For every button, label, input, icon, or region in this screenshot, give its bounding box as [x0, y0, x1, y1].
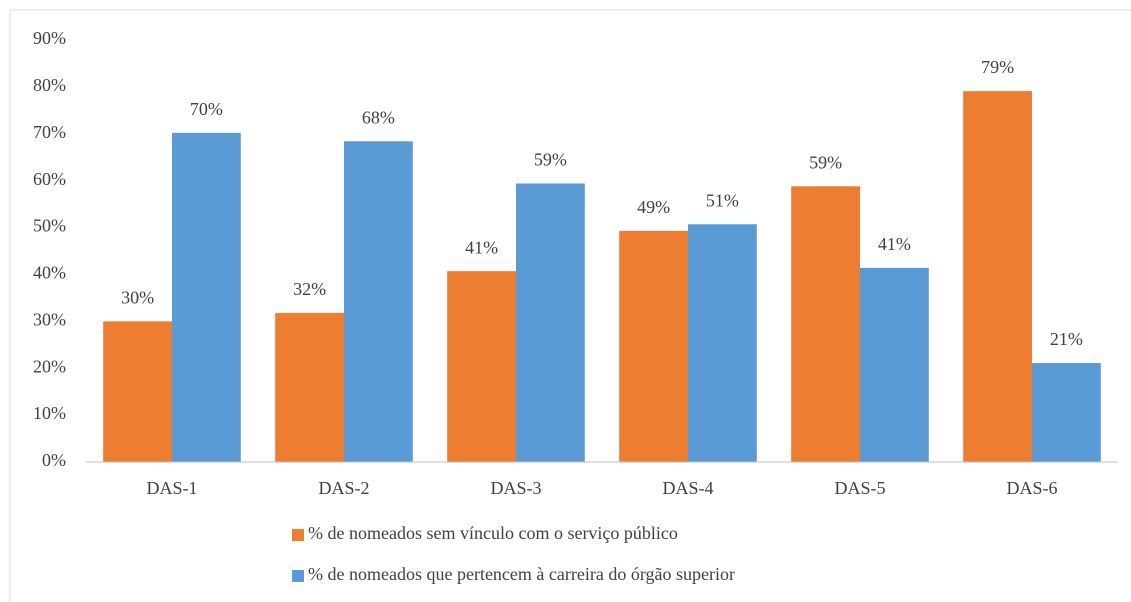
value-label: 68%	[362, 107, 395, 127]
value-label: 21%	[1050, 329, 1083, 349]
y-tick-label: 60%	[33, 169, 66, 189]
bar	[516, 183, 585, 463]
bar	[688, 224, 757, 462]
y-tick-label: 10%	[33, 403, 66, 423]
y-tick-label: 40%	[33, 263, 66, 283]
value-label: 51%	[706, 190, 739, 210]
legend-label: % de nomeados sem vínculo com o serviço …	[308, 523, 678, 543]
value-label: 79%	[981, 57, 1014, 77]
value-label: 30%	[121, 287, 154, 307]
value-label: 70%	[190, 99, 223, 119]
bar	[860, 267, 929, 462]
x-tick-label: DAS-5	[834, 478, 885, 498]
y-tick-label: 50%	[33, 216, 66, 236]
bar	[619, 230, 688, 462]
bar	[275, 312, 344, 462]
value-label: 41%	[878, 234, 911, 254]
bar	[172, 132, 241, 462]
x-tick-label: DAS-4	[662, 478, 713, 498]
bar	[447, 271, 516, 462]
legend-label: % de nomeados que pertencem à carreira d…	[308, 564, 735, 584]
bar	[103, 321, 172, 462]
y-tick-label: 0%	[42, 450, 66, 470]
bar	[1032, 363, 1101, 462]
chart-frame	[9, 9, 1131, 602]
x-tick-label: DAS-1	[146, 478, 197, 498]
x-tick-label: DAS-6	[1006, 478, 1057, 498]
value-label: 49%	[637, 197, 670, 217]
bar	[791, 186, 860, 462]
x-tick-label: DAS-2	[318, 478, 369, 498]
value-label: 41%	[465, 237, 498, 257]
value-label: 59%	[534, 150, 567, 170]
y-tick-label: 80%	[33, 75, 66, 95]
value-label: 32%	[293, 279, 326, 299]
y-tick-label: 90%	[33, 28, 66, 48]
bar	[963, 91, 1032, 462]
legend-swatch	[292, 529, 304, 541]
legend-swatch	[292, 570, 304, 582]
bar	[344, 141, 413, 462]
x-tick-label: DAS-3	[490, 478, 541, 498]
y-tick-label: 20%	[33, 356, 66, 376]
y-tick-label: 70%	[33, 122, 66, 142]
y-tick-label: 30%	[33, 309, 66, 329]
value-label: 59%	[809, 152, 842, 172]
